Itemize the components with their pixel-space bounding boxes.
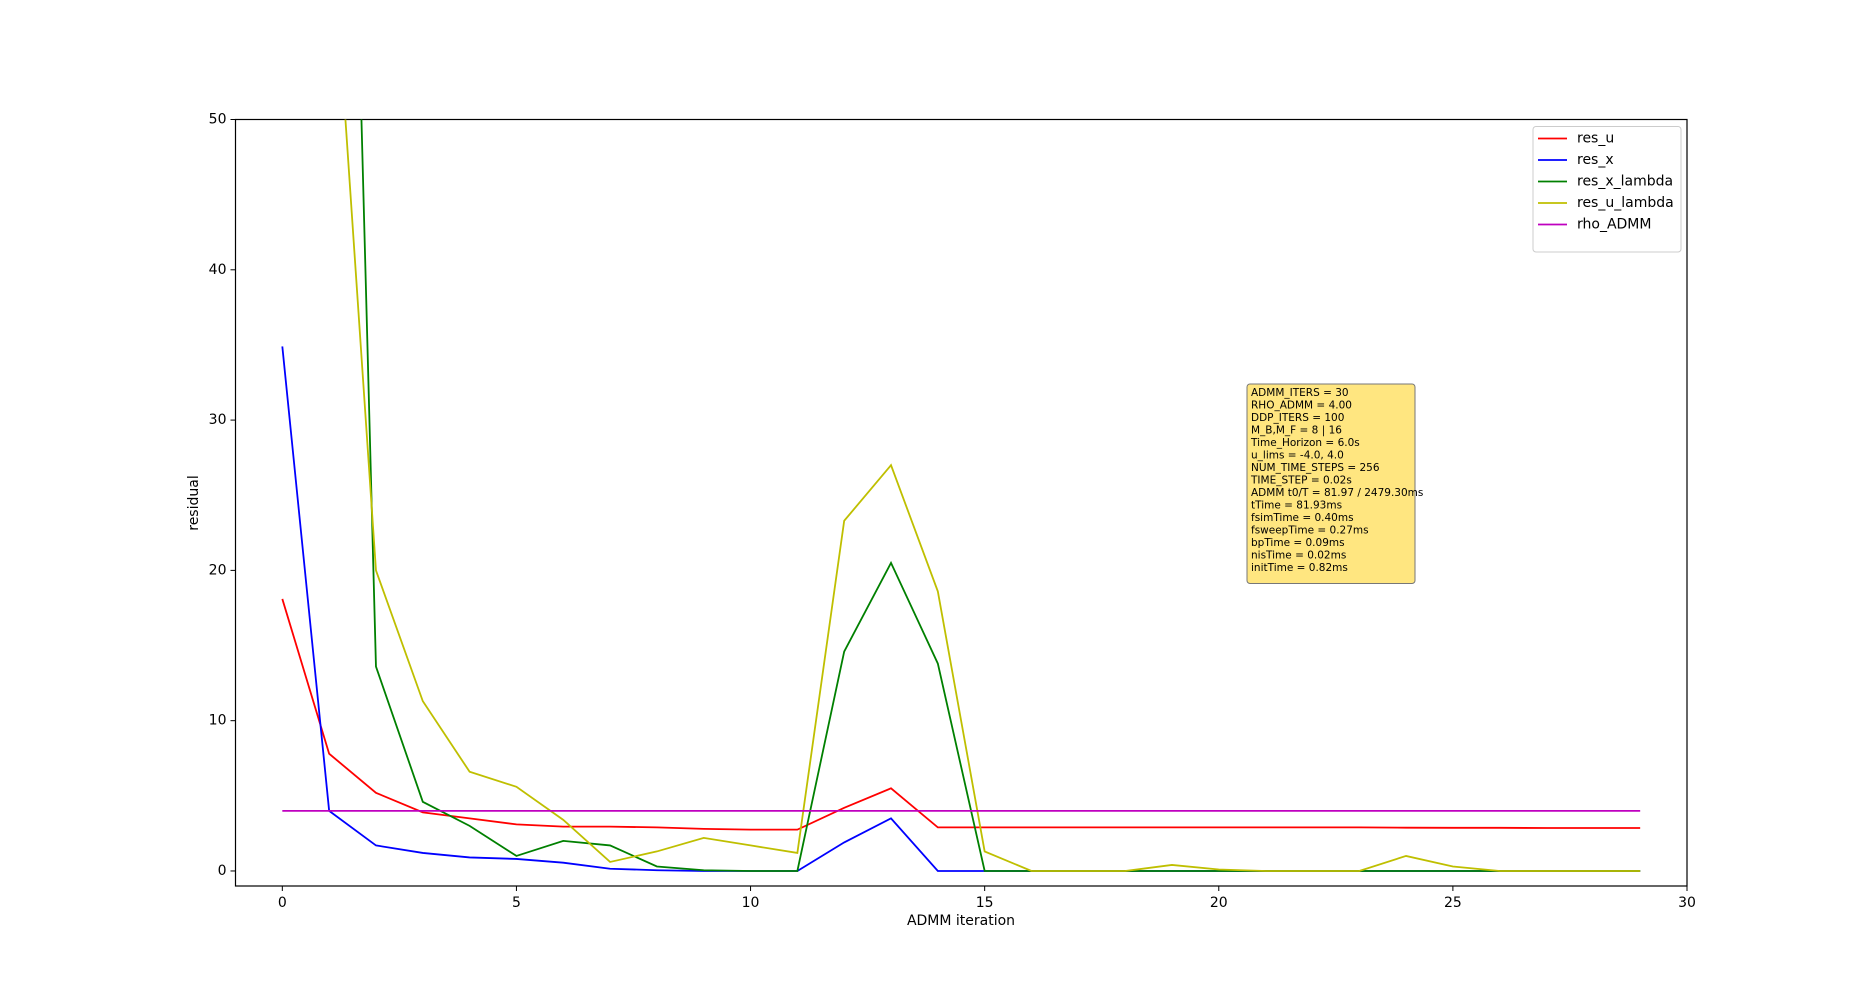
annotation-line: fsimTime = 0.40ms	[1251, 512, 1354, 524]
annotation-line: nisTime = 0.02ms	[1251, 550, 1346, 562]
legend-label: res_u_lambda	[1577, 195, 1674, 211]
legend-label: rho_ADMM	[1577, 217, 1651, 233]
x-tick-label: 25	[1444, 895, 1462, 911]
series-line	[281, 598, 1641, 831]
y-tick-label: 40	[209, 262, 227, 278]
y-tick-label: 10	[209, 713, 227, 729]
annotation-line: Time_Horizon = 6.0s	[1250, 437, 1360, 449]
annotation-line: DDP_ITERS = 100	[1251, 412, 1344, 424]
annotation-line: ADMM t0/T = 81.97 / 2479.30ms	[1251, 487, 1423, 499]
legend-label: res_x_lambda	[1577, 174, 1673, 190]
legend-box	[1532, 126, 1682, 253]
x-tick-label: 5	[512, 895, 521, 911]
annotation-line: M_B,M_F = 8 | 16	[1251, 425, 1342, 437]
x-axis-label: ADMM iteration	[907, 913, 1015, 929]
annotation-line: ADMM_ITERS = 30	[1251, 387, 1349, 399]
plot-frame	[234, 118, 1688, 887]
annotation-line: tTime = 81.93ms	[1251, 500, 1342, 512]
annotation-line: u_lims = -4.0, 4.0	[1251, 450, 1344, 462]
annotation-box	[1246, 383, 1416, 584]
x-tick-label: 0	[278, 895, 287, 911]
legend-label: res_x	[1577, 152, 1614, 168]
legend-label: res_u	[1577, 131, 1614, 147]
annotation-line: bpTime = 0.09ms	[1251, 537, 1345, 549]
annotation-line: fsweepTime = 0.27ms	[1251, 525, 1369, 537]
y-axis-label: residual	[186, 475, 202, 530]
series-line	[281, 346, 1641, 872]
annotation-line: TIME_STEP = 0.02s	[1250, 475, 1352, 487]
plot-area	[281, 119, 1641, 872]
series-line	[360, 119, 1641, 872]
series-line	[344, 119, 1641, 872]
annotation-line: NUM_TIME_STEPS = 256	[1251, 462, 1380, 474]
y-tick-label: 20	[209, 562, 227, 578]
y-tick-label: 50	[209, 112, 227, 128]
x-tick-label: 10	[742, 895, 760, 911]
x-tick-label: 20	[1210, 895, 1228, 911]
y-tick-label: 0	[218, 863, 227, 879]
annotation-line: RHO_ADMM = 4.00	[1251, 400, 1352, 412]
y-tick-label: 30	[209, 412, 227, 428]
x-tick-label: 30	[1678, 895, 1696, 911]
x-tick-label: 15	[976, 895, 994, 911]
annotation-line: initTime = 0.82ms	[1251, 562, 1348, 574]
